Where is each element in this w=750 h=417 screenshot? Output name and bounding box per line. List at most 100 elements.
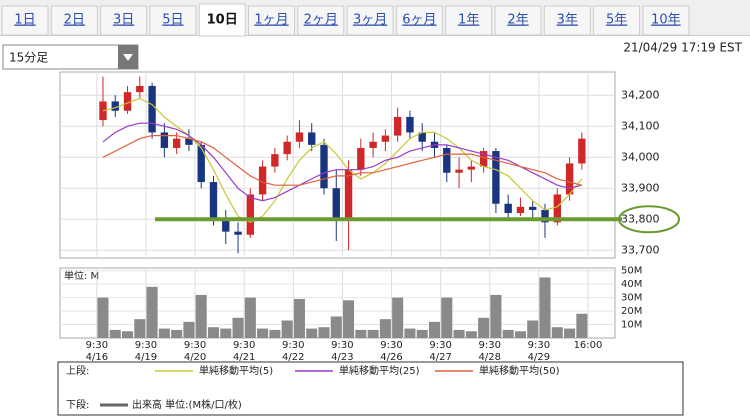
candle-body bbox=[271, 154, 279, 167]
volume-bar bbox=[392, 297, 404, 338]
volume-bar bbox=[453, 329, 465, 338]
candle-body bbox=[492, 151, 500, 204]
tab-label[interactable]: 10年 bbox=[651, 13, 681, 28]
x-tick-date: 4/22 bbox=[282, 352, 304, 363]
tab[interactable] bbox=[395, 5, 443, 36]
legend-entry: 出来高 単位:(M株/口/枚) bbox=[132, 398, 242, 411]
tab-label[interactable]: 3ヶ月 bbox=[353, 13, 387, 28]
moving-average-line bbox=[102, 97, 583, 223]
x-tick-label: 9:30 bbox=[429, 340, 451, 351]
candle-body bbox=[455, 169, 463, 173]
x-tick-label: 9:30 bbox=[380, 340, 402, 351]
tab[interactable] bbox=[642, 5, 690, 36]
tab-label[interactable]: 5年 bbox=[606, 13, 627, 28]
tab-label[interactable]: 2日 bbox=[64, 13, 85, 28]
tab[interactable] bbox=[50, 5, 98, 36]
y-tick-label: 34,000 bbox=[621, 150, 660, 163]
interval-label: 15分足 bbox=[9, 51, 48, 65]
x-tick-label: 9:30 bbox=[135, 340, 157, 351]
tab-label[interactable]: 1年 bbox=[458, 13, 479, 28]
x-tick-label: 9:30 bbox=[479, 340, 501, 351]
interval-select[interactable] bbox=[2, 44, 139, 70]
tab[interactable] bbox=[248, 5, 295, 36]
x-tick-date: 4/21 bbox=[233, 352, 255, 363]
candle-body bbox=[123, 92, 132, 111]
x-tick-date: 4/20 bbox=[184, 352, 206, 363]
tab[interactable] bbox=[593, 5, 641, 36]
volume-bar bbox=[527, 320, 539, 338]
volume-bar bbox=[269, 329, 281, 338]
tab[interactable] bbox=[297, 5, 345, 36]
candle-body bbox=[99, 101, 107, 121]
candle-body bbox=[246, 194, 255, 235]
candle-body bbox=[369, 141, 377, 148]
timestamp: 21/04/29 17:19 EST bbox=[623, 41, 742, 55]
x-tick-label: 9:30 bbox=[233, 340, 255, 351]
candle-body bbox=[148, 85, 156, 133]
candle-body bbox=[381, 135, 390, 142]
tab-label[interactable]: 2年 bbox=[507, 13, 528, 28]
tab-label[interactable]: 1日 bbox=[14, 13, 35, 28]
volume-bar bbox=[257, 328, 269, 338]
volume-bar bbox=[134, 319, 146, 338]
volume-bar bbox=[232, 317, 244, 338]
volume-bar bbox=[478, 317, 490, 338]
legend-label-upper: 上段: bbox=[66, 364, 89, 377]
candle-body bbox=[344, 169, 353, 220]
tab-label[interactable]: 2ヶ月 bbox=[304, 13, 338, 28]
candle-body bbox=[209, 182, 218, 220]
volume-bar bbox=[122, 331, 134, 338]
tab[interactable] bbox=[543, 5, 591, 36]
x-tick-label: 9:30 bbox=[282, 340, 304, 351]
x-tick-date: 4/26 bbox=[380, 352, 402, 363]
tab[interactable] bbox=[346, 5, 394, 36]
tab[interactable] bbox=[445, 5, 493, 36]
tabs: 1日 2日 3日 5日 10日 1ヶ月 2ヶ月 3ヶ月 6ヶ月 1年 2年 3年 5年 10年 bbox=[1, 3, 690, 37]
candle-body bbox=[136, 85, 144, 93]
tab[interactable] bbox=[1, 5, 49, 36]
volume-bar bbox=[416, 329, 428, 338]
tab-label[interactable]: 3年 bbox=[557, 13, 578, 28]
volume-bar bbox=[428, 321, 441, 338]
candle-body bbox=[516, 206, 525, 214]
candle-body bbox=[541, 209, 549, 223]
candle-body bbox=[578, 138, 586, 164]
y-tick-label: 33,800 bbox=[621, 212, 660, 225]
volume-bar bbox=[576, 313, 588, 338]
volume-bar bbox=[330, 316, 342, 338]
tab-label[interactable]: 3日 bbox=[113, 13, 134, 28]
tab[interactable] bbox=[494, 5, 542, 36]
volume-bar bbox=[281, 320, 293, 338]
volume-bar bbox=[318, 327, 330, 338]
candle-body bbox=[111, 101, 119, 111]
x-tick-date: 4/19 bbox=[135, 352, 157, 363]
tab-label[interactable]: 1ヶ月 bbox=[254, 13, 288, 28]
candle-body bbox=[258, 166, 267, 195]
tab-label[interactable]: 6ヶ月 bbox=[402, 13, 436, 28]
volume-bar bbox=[564, 328, 576, 338]
y-tick-label: 30M bbox=[621, 293, 642, 304]
tab[interactable] bbox=[198, 3, 246, 37]
select-arrow bbox=[123, 54, 133, 61]
y-tick-label: 34,200 bbox=[621, 88, 660, 101]
candle-body bbox=[320, 144, 328, 189]
legend-label-lower: 下段: bbox=[66, 398, 89, 411]
x-tick-date: 4/29 bbox=[528, 352, 550, 363]
tab-label[interactable]: 5日 bbox=[162, 13, 183, 28]
y-tick-label: 50M bbox=[621, 266, 642, 277]
x-tick-label: 9:30 bbox=[331, 340, 353, 351]
tab[interactable] bbox=[100, 5, 148, 36]
candle-body bbox=[565, 163, 574, 195]
x-tick-date: 4/23 bbox=[331, 352, 353, 363]
x-tick-date: 4/28 bbox=[479, 352, 501, 363]
candle-body bbox=[234, 231, 242, 235]
y-tick-label: 10M bbox=[621, 320, 642, 331]
candle-body bbox=[308, 132, 316, 145]
tab-label[interactable]: 10日 bbox=[207, 13, 238, 28]
legend-entry: 単純移動平均(25) bbox=[339, 364, 420, 377]
tab[interactable] bbox=[149, 5, 197, 36]
candle-body bbox=[172, 138, 181, 148]
moving-average-line bbox=[102, 122, 582, 202]
volume-bar bbox=[220, 328, 232, 338]
